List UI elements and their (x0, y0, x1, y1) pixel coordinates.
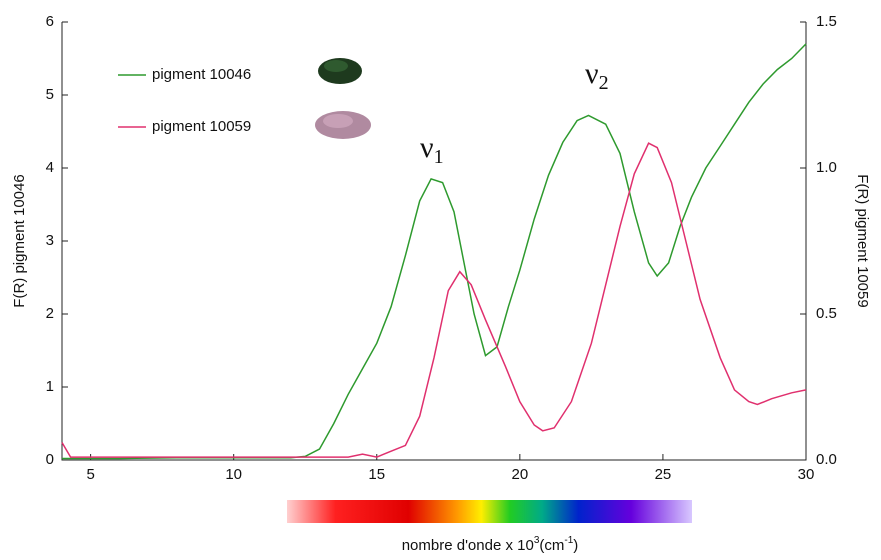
series-line (62, 43, 807, 460)
x-label-sup: 3 (534, 535, 540, 546)
y2-tick-label: 0.0 (816, 451, 837, 468)
x-label-part: (cm (539, 537, 564, 554)
y-tick-label: 6 (46, 13, 54, 30)
pigment-image-pink (315, 111, 371, 139)
x-tick-label: 30 (798, 466, 815, 483)
spectrum-bar (287, 500, 692, 523)
y2-tick-label: 1.5 (816, 13, 837, 30)
y-tick-label: 1 (46, 378, 54, 395)
x-tick-label: 5 (86, 466, 94, 483)
annotation-symbol: ν (585, 57, 599, 90)
plot-frame (61, 22, 807, 461)
pigment-image-green (318, 58, 362, 84)
x-label-part: nombre d'onde x 10 (402, 537, 534, 554)
y-tick-label: 2 (46, 305, 54, 322)
y2-tick-label: 1.0 (816, 159, 837, 176)
annotation: ν1 (420, 131, 444, 168)
y2-axis-label: F(R) pigment 10059 (854, 174, 871, 307)
y2-tick-label: 0.5 (816, 305, 837, 322)
y-tick-label: 5 (46, 86, 54, 103)
annotation-sub: 2 (599, 72, 609, 94)
x-tick-label: 20 (512, 466, 529, 483)
legend-label: pigment 10046 (152, 66, 251, 83)
y-tick-label: 3 (46, 232, 54, 249)
annotation-symbol: ν (420, 131, 434, 164)
x-label-part: ) (573, 537, 578, 554)
series-line (61, 142, 807, 458)
legend-label: pigment 10059 (152, 118, 251, 135)
annotation-sub: 1 (434, 146, 444, 168)
x-tick-label: 10 (225, 466, 242, 483)
x-tick-label: 25 (655, 466, 672, 483)
y-tick-label: 0 (46, 451, 54, 468)
y-tick-label: 4 (46, 159, 54, 176)
x-axis-label: nombre d'onde x 103(cm-1) (402, 535, 579, 554)
x-label-sup: -1 (564, 535, 573, 546)
annotation: ν2 (585, 57, 609, 94)
y-axis-label: F(R) pigment 10046 (11, 174, 28, 307)
x-tick-label: 15 (368, 466, 385, 483)
